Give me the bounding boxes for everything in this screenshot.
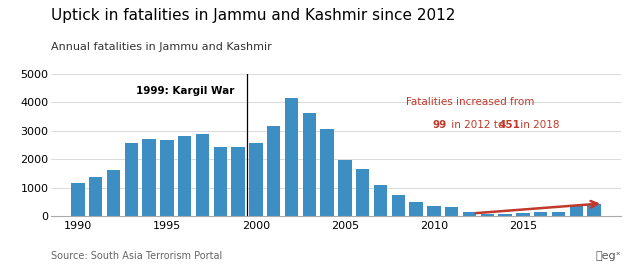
Bar (481, 214, 494, 216)
Bar (285, 98, 298, 216)
Text: 451: 451 (499, 120, 520, 130)
Bar (516, 213, 529, 216)
Text: ⓔegˣ: ⓔegˣ (595, 251, 621, 261)
Bar (356, 169, 369, 216)
Text: Fatalities increased from: Fatalities increased from (406, 97, 534, 107)
Bar (178, 136, 191, 216)
Text: Source: South Asia Terrorism Portal: Source: South Asia Terrorism Portal (51, 251, 223, 261)
Bar (428, 206, 440, 216)
Bar (570, 206, 583, 216)
Bar (267, 126, 280, 216)
Text: Uptick in fatalities in Jammu and Kashmir since 2012: Uptick in fatalities in Jammu and Kashmi… (51, 8, 456, 23)
Bar (463, 213, 476, 216)
Bar (107, 170, 120, 216)
Bar (196, 134, 209, 216)
Text: 99: 99 (433, 120, 447, 130)
Bar (374, 185, 387, 216)
Bar (588, 204, 601, 216)
Bar (552, 212, 565, 216)
Bar (143, 139, 156, 216)
Bar (71, 183, 84, 216)
Bar (338, 160, 351, 216)
Bar (160, 140, 173, 216)
Bar (499, 214, 512, 216)
Text: in 2018: in 2018 (516, 120, 559, 130)
Bar (214, 147, 227, 216)
Bar (303, 113, 316, 216)
Bar (534, 212, 547, 216)
Bar (232, 147, 244, 216)
Bar (392, 195, 405, 216)
Text: Annual fatalities in Jammu and Kashmir: Annual fatalities in Jammu and Kashmir (51, 42, 272, 52)
Text: in 2012 to: in 2012 to (448, 120, 508, 130)
Bar (410, 202, 423, 216)
Bar (125, 144, 138, 216)
Bar (249, 143, 262, 216)
Bar (89, 177, 102, 216)
Bar (321, 129, 334, 216)
Bar (445, 207, 458, 216)
Text: 1999: Kargil War: 1999: Kargil War (136, 86, 234, 96)
